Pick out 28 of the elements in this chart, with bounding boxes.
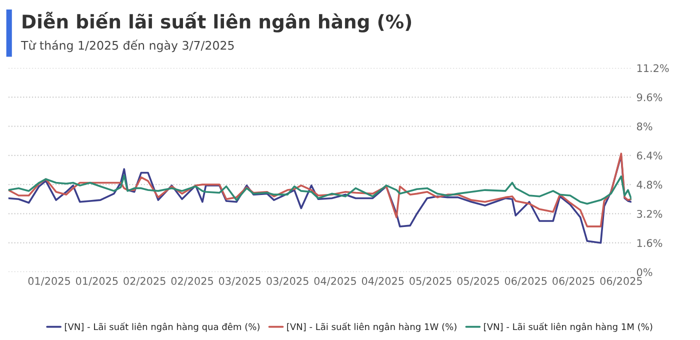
legend-label: [VN] - Lãi suất liên ngân hàng 1W (%) [287,322,456,332]
x-tick-label: 01/2025 [76,277,118,286]
x-tick-label: 01/2025 [28,277,70,286]
x-tick-label: 06/2025 [600,277,642,286]
chart-title: Diễn biến lãi suất liên ngân hàng (%) [22,12,412,32]
x-tick-label: 03/2025 [266,277,308,286]
chart-subtitle: Từ tháng 1/2025 đến ngày 3/7/2025 [20,40,234,52]
x-tick-label: 02/2025 [124,277,166,286]
legend-label: [VN] - Lãi suất liên ngân hàng qua đêm (%) [64,322,260,332]
line-series [8,152,632,228]
x-tick-label: 02/2025 [171,277,213,286]
y-tick-label: 8% [636,122,652,130]
x-tick-label: 06/2025 [504,277,547,286]
x-tick-label: 06/2025 [552,277,594,286]
y-tick-label: 0% [636,268,652,276]
y-tick-label: 9.6% [636,93,662,102]
x-tick-label: 05/2025 [457,277,499,286]
legend-label: [VN] - Lãi suất liên ngân hàng 1M (%) [484,322,652,332]
y-tick-label: 3.2% [637,210,662,218]
x-tick-label: 04/2025 [314,277,356,286]
y-tick-label: 11.2% [637,64,669,72]
line-series [8,174,632,205]
x-tick-label: 03/2025 [218,277,261,286]
y-tick-label: 1.6% [637,239,662,247]
y-tick-label: 4.8% [636,180,662,189]
x-tick-label: 04/2025 [362,277,404,286]
x-tick-label: 05/2025 [410,277,452,286]
y-tick-label: 6.4% [636,152,662,160]
